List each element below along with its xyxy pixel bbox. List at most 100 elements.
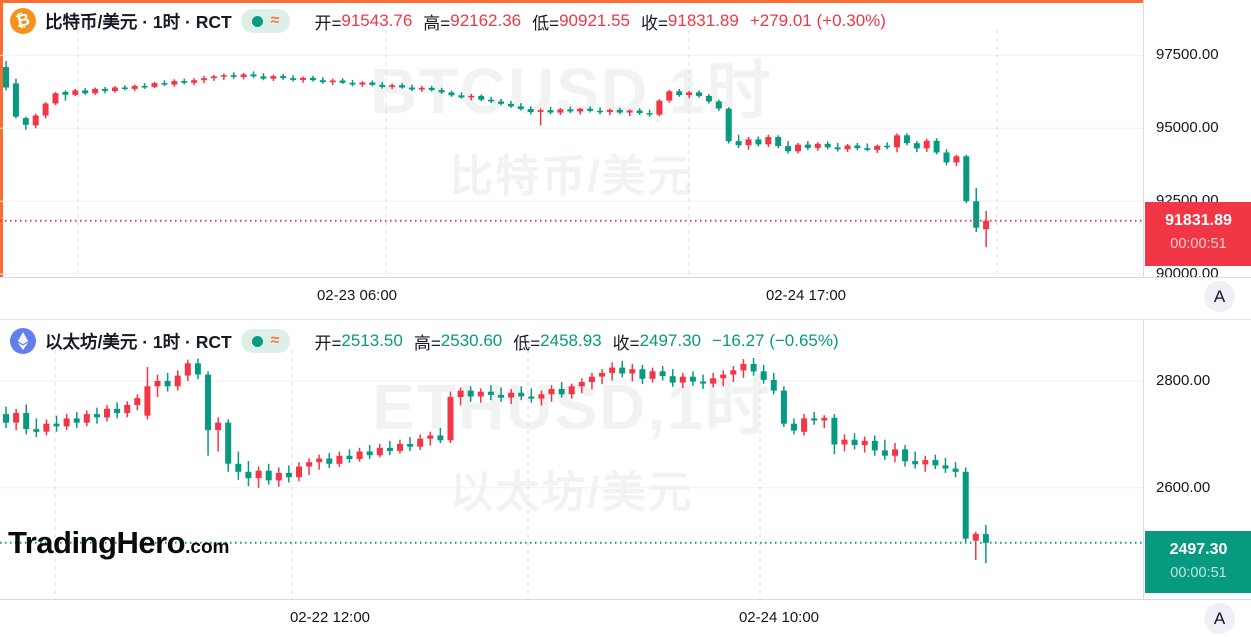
candle-body <box>578 382 585 387</box>
price-tick-label: 97500.00 <box>1156 46 1219 63</box>
candle-body <box>285 472 292 478</box>
candle-body <box>194 363 201 375</box>
candle-body <box>568 386 575 395</box>
candle-body <box>785 146 792 152</box>
candle-body <box>181 81 188 83</box>
candle-body <box>265 470 272 481</box>
candle-body <box>467 390 474 397</box>
candle-body <box>83 414 90 423</box>
live-dot-icon <box>251 15 263 27</box>
candle-body <box>953 156 960 163</box>
candle-body <box>689 376 696 382</box>
bitcoin-icon: ₿ <box>10 8 36 34</box>
candle-body <box>801 418 808 432</box>
candle-body <box>349 82 356 85</box>
attribution-button[interactable]: A <box>1204 603 1235 634</box>
candle-body <box>255 470 262 479</box>
candle-body <box>53 423 60 427</box>
candle-body <box>296 466 302 478</box>
price-axis-btc[interactable]: 91831.89 00:00:51 97500.00 95000.00 92500.… <box>1143 0 1251 277</box>
candle-body <box>932 460 939 466</box>
candle-body <box>43 423 50 432</box>
ethereum-icon <box>10 328 36 354</box>
price-axis-eth[interactable]: 2497.30 00:00:51 2800.00 2600.00 <box>1143 320 1251 599</box>
candle-body <box>33 429 40 432</box>
candle-body <box>952 468 959 472</box>
candle-body <box>639 369 646 379</box>
candle-body <box>537 110 544 112</box>
candle-body <box>63 418 70 427</box>
candle-body <box>111 87 118 91</box>
candle-body <box>962 471 969 539</box>
candle-body <box>567 109 574 112</box>
candle-body <box>874 145 881 150</box>
close-value: 91831.89 <box>667 11 739 30</box>
candle-body <box>42 103 49 116</box>
candle-body <box>577 108 584 112</box>
candle-body <box>587 108 594 111</box>
candle-body <box>161 83 168 85</box>
candle-body <box>191 80 198 83</box>
candle-body <box>629 369 636 374</box>
candle-body <box>428 87 435 91</box>
candle-wick <box>985 211 987 248</box>
candle-body <box>588 376 595 382</box>
candle-body <box>973 201 980 228</box>
candle-body <box>260 76 267 79</box>
candle-body <box>498 101 504 104</box>
time-label: 02-24 10:00 <box>738 609 820 626</box>
candle-body <box>659 371 666 377</box>
candlestick-chart-btc[interactable] <box>0 0 1143 277</box>
candle-body <box>329 80 336 83</box>
candle-body <box>943 152 950 163</box>
candle-body <box>316 458 323 463</box>
candle-body <box>397 444 403 451</box>
candle-wick <box>813 412 815 425</box>
candle-wick <box>530 388 533 403</box>
candle-body <box>517 106 524 109</box>
candle-body <box>745 139 752 146</box>
candle-body <box>844 145 851 150</box>
candle-body <box>73 418 80 423</box>
status-pill[interactable]: ≈ <box>240 329 291 353</box>
high-label: 高= <box>423 13 451 33</box>
candle-body <box>235 463 242 472</box>
candle-body <box>894 135 900 148</box>
candle-body <box>982 534 989 543</box>
candle-body <box>963 156 970 202</box>
candlestick-chart-eth[interactable] <box>0 320 1143 599</box>
last-price-badge: 91831.89 00:00:51 <box>1145 202 1251 266</box>
candle-body <box>528 396 535 399</box>
candle-body <box>438 90 445 93</box>
candle-body <box>983 220 990 230</box>
candle-body <box>912 461 919 465</box>
attribution-button[interactable]: A <box>1204 281 1235 312</box>
status-pill[interactable]: ≈ <box>240 9 291 33</box>
candle-body <box>679 376 686 383</box>
candle-body <box>477 391 484 397</box>
candle-body <box>220 75 227 77</box>
candle-body <box>290 78 297 80</box>
candle-wick <box>601 369 603 385</box>
candle-body <box>750 363 757 372</box>
live-dot-icon <box>251 335 263 347</box>
candle-body <box>730 370 737 375</box>
high-value: 2530.60 <box>440 331 503 350</box>
time-label: 02-24 17:00 <box>765 287 847 304</box>
candle-wick <box>866 143 869 152</box>
candle-body <box>597 110 603 113</box>
close-label: 收= <box>612 333 640 353</box>
candle-body <box>275 472 282 481</box>
candle-wick <box>914 451 916 469</box>
candle-body <box>3 67 9 88</box>
symbol-title: 比特币/美元 · 1时 · RCT <box>45 11 232 32</box>
candle-body <box>488 99 495 102</box>
time-axis-btc[interactable]: 02-23 06:00 02-24 17:00 A <box>0 277 1251 318</box>
time-axis-eth[interactable]: 02-22 12:00 02-24 10:00 A <box>0 599 1251 637</box>
time-label: 02-22 12:00 <box>289 609 371 626</box>
tradinghero-logo[interactable]: TradingHero .com <box>8 525 229 561</box>
candle-body <box>174 375 181 387</box>
candle-body <box>114 408 121 414</box>
symbol-title: 以太坊/美元 · 1时 · RCT <box>45 331 232 352</box>
